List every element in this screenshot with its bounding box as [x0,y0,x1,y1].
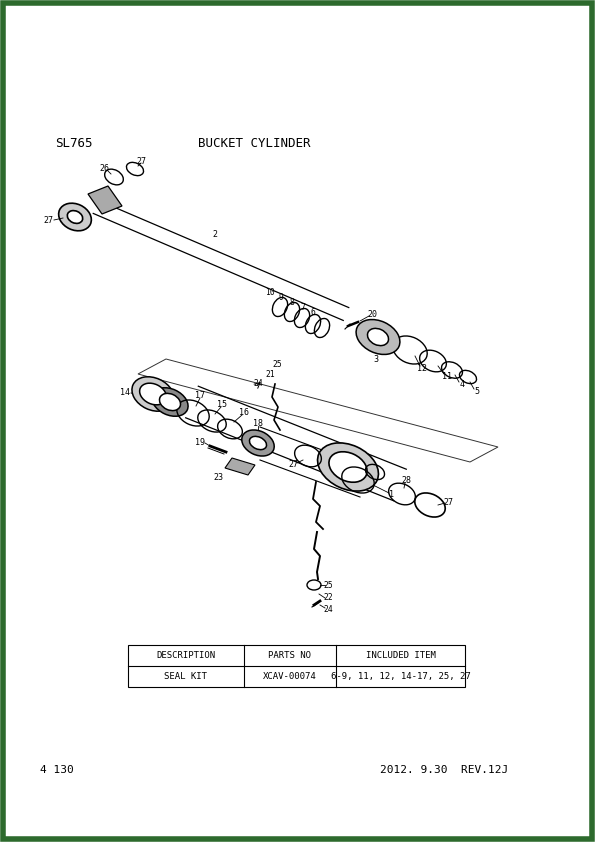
Text: 15: 15 [217,399,227,408]
Text: BUCKET CYLINDER: BUCKET CYLINDER [198,137,311,150]
Text: SL765: SL765 [55,137,92,150]
Ellipse shape [159,393,180,411]
Text: 14: 14 [120,387,130,397]
Ellipse shape [356,320,400,354]
Polygon shape [88,186,122,214]
Text: 7: 7 [300,302,305,312]
Text: 21: 21 [265,370,275,379]
Text: 1: 1 [390,489,394,498]
Text: 13: 13 [153,380,163,388]
Text: 8: 8 [290,297,295,306]
Text: 18: 18 [253,418,263,428]
Text: 9: 9 [278,292,283,301]
Text: INCLUDED ITEM: INCLUDED ITEM [365,651,436,660]
Polygon shape [225,458,255,475]
Text: DESCRIPTION: DESCRIPTION [156,651,215,660]
Ellipse shape [59,203,92,231]
Text: 24: 24 [323,605,333,614]
Text: 17: 17 [195,391,205,399]
Ellipse shape [329,452,367,482]
Ellipse shape [368,328,389,345]
Text: 10: 10 [265,287,275,296]
Text: 27: 27 [443,498,453,507]
Bar [128,645,465,687]
Polygon shape [138,359,498,462]
Text: 27: 27 [43,216,53,225]
Text: 5: 5 [474,386,480,396]
Text: 19: 19 [195,438,205,446]
Text: 6-9, 11, 12, 14-17, 25, 27: 6-9, 11, 12, 14-17, 25, 27 [331,672,471,681]
Text: 2012. 9.30  REV.12J: 2012. 9.30 REV.12J [380,765,508,775]
Text: 27: 27 [288,460,298,468]
Ellipse shape [140,383,167,405]
Text: SEAL KIT: SEAL KIT [164,672,208,681]
Text: 26: 26 [99,163,109,173]
Text: PARTS NO: PARTS NO [268,651,312,660]
Text: 16: 16 [239,408,249,417]
Ellipse shape [67,210,83,223]
Text: XCAV-00074: XCAV-00074 [263,672,317,681]
Text: 2: 2 [212,230,218,238]
Text: 20: 20 [367,310,377,318]
Ellipse shape [318,443,378,491]
Text: 4: 4 [459,380,465,388]
Text: 27: 27 [136,157,146,166]
Text: 24: 24 [253,379,263,387]
Text: 3: 3 [374,354,378,364]
Ellipse shape [152,388,188,416]
Ellipse shape [132,376,174,411]
Text: 25: 25 [272,360,282,369]
Text: 23: 23 [213,472,223,482]
Text: 12: 12 [417,364,427,372]
Text: 25: 25 [323,580,333,589]
Ellipse shape [242,430,274,456]
Text: 6: 6 [311,307,315,317]
Ellipse shape [249,436,267,450]
Text: 4 130: 4 130 [40,765,74,775]
Text: 28: 28 [401,476,411,484]
Text: 11: 11 [442,371,452,381]
Text: 22: 22 [323,594,333,603]
